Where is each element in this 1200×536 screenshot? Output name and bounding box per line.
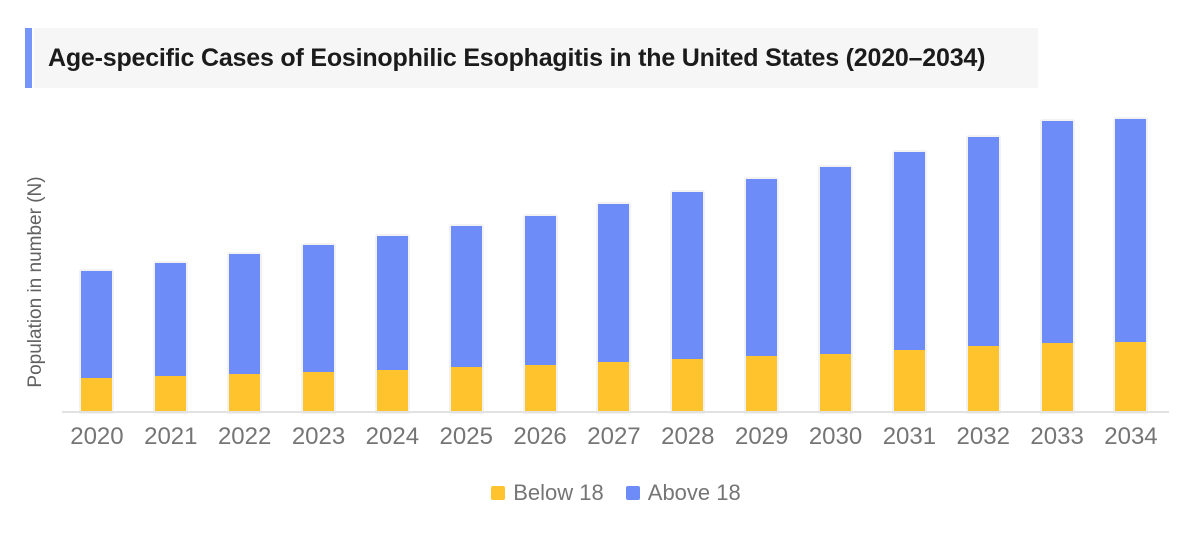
x-tick-label-2020: 2020 [70,423,124,450]
bar-segment-above18-2028[interactable] [672,192,704,359]
x-tick-label-2025: 2025 [439,423,493,450]
x-tick-label-2029: 2029 [734,423,789,450]
bar-segment-above18-2026[interactable] [524,215,556,365]
bar-segment-above18-2031[interactable] [893,151,925,350]
legend-item-below18[interactable]: Below 18 [491,480,604,506]
bar-segment-below18-2027[interactable] [598,362,630,412]
bar-stack-2029[interactable] [746,178,778,412]
bar-column-2028: 2028 [651,0,725,450]
bar-segment-above18-2025[interactable] [450,226,482,367]
bar-column-2029: 2029 [725,0,799,450]
x-tick-label-2030: 2030 [808,423,863,450]
bar-segment-below18-2031[interactable] [893,349,925,412]
x-tick-label-2033: 2033 [1030,423,1084,450]
bar-segment-below18-2025[interactable] [450,367,482,412]
bar-segment-below18-2030[interactable] [820,353,852,412]
legend-swatch-below18-icon [491,486,506,500]
bar-column-2021: 2021 [134,0,208,450]
legend: Below 18 Above 18 [16,480,1200,506]
x-tick-label-2027: 2027 [587,423,641,450]
legend-swatch-above18-icon [625,486,640,500]
bar-segment-above18-2032[interactable] [967,137,999,346]
x-axis-line [62,411,1169,413]
bar-column-2034: 2034 [1094,0,1168,450]
chart-title: Age-specific Cases of Eosinophilic Esoph… [48,43,986,72]
bar-column-2033: 2033 [1020,0,1094,450]
x-tick-label-2031: 2031 [882,423,937,450]
x-tick-label-2026: 2026 [513,423,567,450]
x-tick-label-2024: 2024 [365,423,420,450]
bar-stack-2026[interactable] [524,215,556,412]
bar-column-2022: 2022 [208,0,282,450]
bar-segment-below18-2032[interactable] [967,346,999,412]
bar-column-2030: 2030 [799,0,873,450]
bar-segment-below18-2029[interactable] [746,356,778,412]
bar-stack-2025[interactable] [450,226,482,412]
bar-stack-2020[interactable] [81,270,113,412]
x-tick-label-2023: 2023 [291,423,346,450]
legend-item-above18[interactable]: Above 18 [625,480,741,506]
bar-segment-below18-2024[interactable] [376,369,408,412]
bar-stack-2028[interactable] [672,192,704,412]
bar-segment-above18-2030[interactable] [820,167,852,354]
bar-segment-below18-2033[interactable] [1041,342,1073,412]
x-tick-label-2021: 2021 [144,423,198,450]
title-band: Age-specific Cases of Eosinophilic Esoph… [34,28,1038,88]
bar-segment-above18-2024[interactable] [376,235,408,370]
x-tick-label-2034: 2034 [1104,423,1158,450]
bar-column-2025: 2025 [429,0,503,450]
bar-segment-above18-2033[interactable] [1041,120,1073,343]
bar-segment-below18-2028[interactable] [672,359,704,412]
bar-column-2032: 2032 [946,0,1020,450]
title-accent-bar [25,28,32,88]
bar-column-2031: 2031 [872,0,946,450]
x-tick-label-2032: 2032 [956,423,1010,450]
bar-segment-below18-2022[interactable] [229,373,261,412]
bar-segment-above18-2029[interactable] [746,178,778,356]
bar-segment-above18-2022[interactable] [229,253,261,374]
bar-stack-2027[interactable] [598,204,630,412]
bar-chart: 2020 2021 2022 2023 2024 2025 2026 2027 2028 2029… [60,0,1168,450]
bar-segment-below18-2023[interactable] [303,371,334,412]
legend-label-below18: Below 18 [513,480,604,505]
bar-column-2023: 2023 [282,0,356,450]
bar-column-2020: 2020 [60,0,134,450]
bar-stack-2023[interactable] [303,244,334,412]
bar-stack-2034[interactable] [1115,118,1147,412]
bar-segment-below18-2026[interactable] [524,364,556,412]
x-tick-label-2022: 2022 [217,423,272,450]
bar-stack-2031[interactable] [893,151,925,412]
bar-segment-below18-2034[interactable] [1115,342,1147,412]
bar-segment-above18-2021[interactable] [155,262,187,376]
bar-stack-2021[interactable] [155,262,187,412]
bar-segment-above18-2023[interactable] [303,244,334,372]
bar-segment-below18-2020[interactable] [81,377,113,412]
bar-column-2024: 2024 [355,0,429,450]
bar-segment-below18-2021[interactable] [155,375,187,412]
bar-segment-above18-2027[interactable] [598,204,630,362]
bar-stack-2033[interactable] [1041,120,1073,412]
legend-label-above18: Above 18 [647,480,741,505]
bar-stack-2030[interactable] [820,167,852,412]
bar-column-2027: 2027 [577,0,651,450]
bar-stack-2024[interactable] [376,235,408,412]
bar-stack-2022[interactable] [229,253,261,412]
x-tick-label-2028: 2028 [661,423,715,450]
y-axis-label: Population in number (N) [25,176,46,388]
bar-stack-2032[interactable] [967,137,999,412]
bar-segment-above18-2034[interactable] [1115,118,1147,342]
bar-segment-above18-2020[interactable] [81,270,113,378]
bar-column-2026: 2026 [503,0,577,450]
